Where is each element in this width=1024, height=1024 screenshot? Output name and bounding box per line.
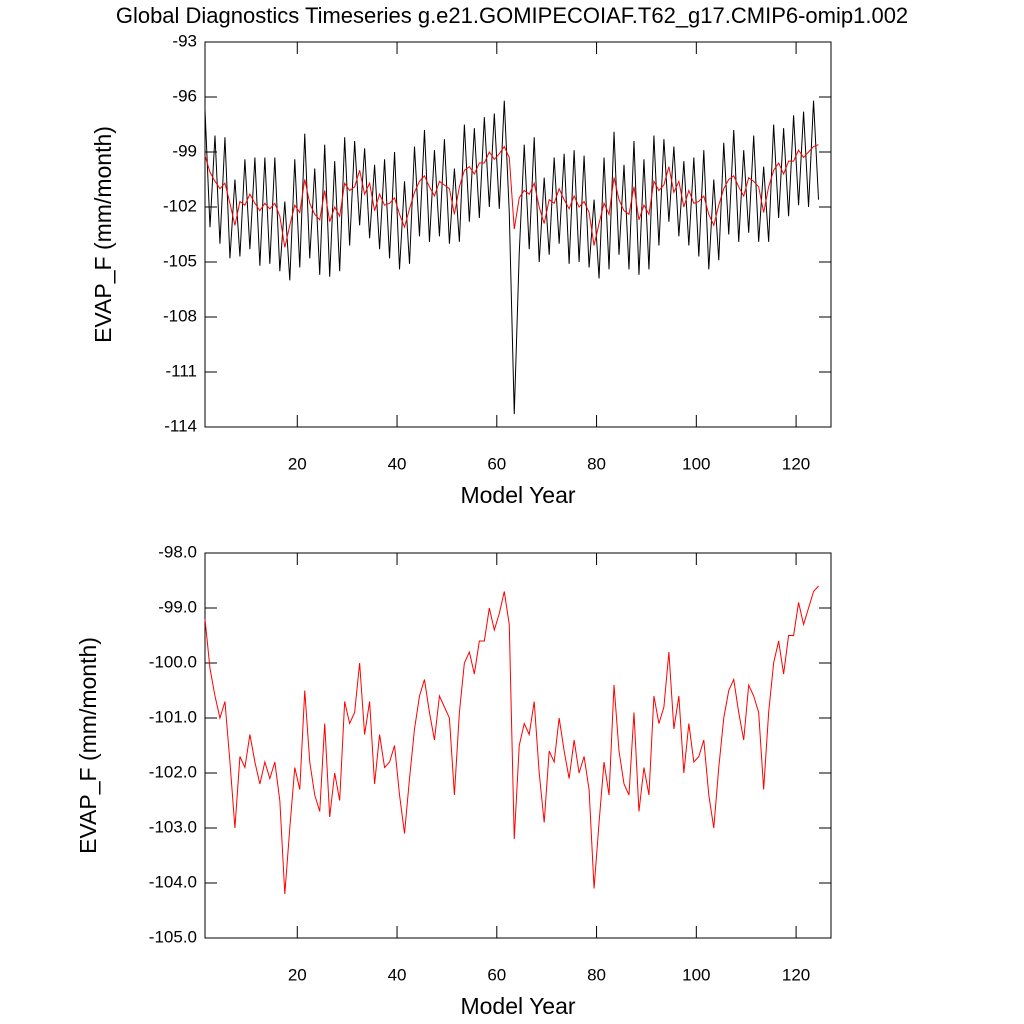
y-tick-label: -98.0 bbox=[158, 542, 197, 561]
plot-frame bbox=[204, 41, 832, 428]
y-tick-label: -108 bbox=[163, 306, 197, 325]
series-line bbox=[204, 144, 819, 248]
y-tick-label: -96 bbox=[172, 86, 197, 105]
x-tick-label: 40 bbox=[388, 965, 407, 984]
x-axis-label: Model Year bbox=[460, 482, 575, 508]
x-tick-label: 120 bbox=[782, 965, 810, 984]
x-tick-label: 100 bbox=[682, 454, 710, 473]
y-tick-label: -104.0 bbox=[149, 872, 197, 891]
y-axis-label: EVAP_F (mm/month) bbox=[75, 637, 101, 854]
y-tick-label: -93 bbox=[172, 31, 197, 50]
x-tick-label: 40 bbox=[388, 454, 407, 473]
series-line bbox=[204, 585, 819, 895]
x-tick-label: 20 bbox=[288, 454, 307, 473]
y-tick-label: -105 bbox=[163, 251, 197, 270]
x-tick-label: 80 bbox=[587, 454, 606, 473]
y-tick-label: -99.0 bbox=[158, 597, 197, 616]
y-tick-label: -114 bbox=[164, 416, 197, 435]
x-tick-label: 100 bbox=[682, 965, 710, 984]
y-tick-label: -103.0 bbox=[149, 817, 197, 836]
y-axis-label: EVAP_F (mm/month) bbox=[90, 126, 116, 343]
plot-frame bbox=[204, 552, 832, 939]
x-axis-label: Model Year bbox=[460, 993, 575, 1019]
y-tick-label: -111 bbox=[165, 361, 197, 380]
y-tick-label: -99 bbox=[172, 141, 197, 160]
y-tick-label: -102.0 bbox=[149, 762, 197, 781]
x-tick-label: 80 bbox=[587, 965, 606, 984]
x-tick-label: 60 bbox=[487, 454, 506, 473]
x-tick-label: 120 bbox=[782, 454, 810, 473]
y-tick-label: -105.0 bbox=[149, 927, 197, 946]
series-line bbox=[204, 100, 820, 415]
y-tick-label: -101.0 bbox=[149, 707, 197, 726]
x-tick-label: 60 bbox=[487, 965, 506, 984]
x-tick-label: 20 bbox=[288, 965, 307, 984]
y-tick-label: -102 bbox=[163, 196, 197, 215]
chart-title: Global Diagnostics Timeseries g.e21.GOMI… bbox=[116, 3, 908, 28]
y-tick-label: -100.0 bbox=[149, 652, 197, 671]
